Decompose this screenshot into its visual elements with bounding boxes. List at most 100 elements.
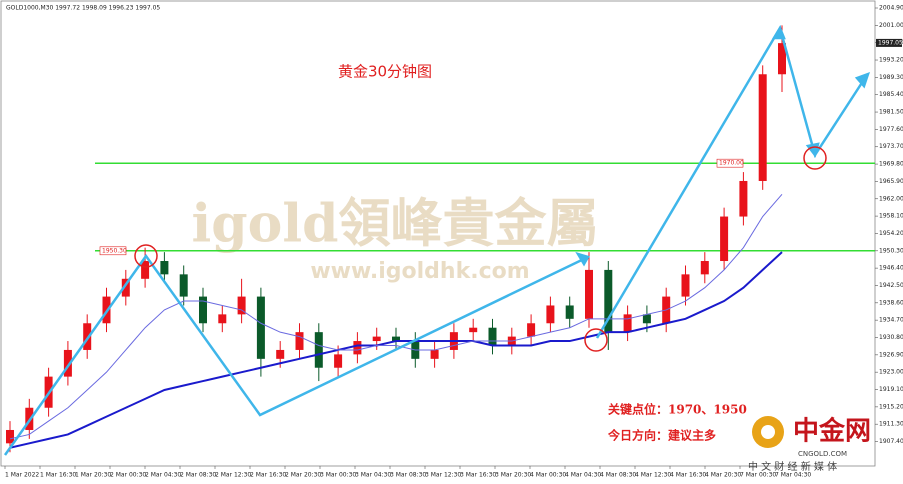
watermark-url: www.igoldhk.com bbox=[310, 259, 529, 284]
candle-body bbox=[623, 314, 632, 333]
candle-body bbox=[218, 314, 227, 324]
y-tick-label: 1946.40 bbox=[879, 265, 903, 272]
x-tick-label: 4 Mar 12:30 bbox=[635, 472, 671, 479]
candle-body bbox=[642, 314, 651, 324]
y-tick-label: 1977.60 bbox=[879, 126, 903, 133]
last-price-label: 1997.05 bbox=[878, 39, 903, 46]
candle-body bbox=[295, 332, 304, 350]
y-tick-label: 1985.40 bbox=[879, 91, 903, 98]
candle-body bbox=[160, 261, 169, 275]
x-tick-label: 3 Mar 12:30 bbox=[425, 472, 461, 479]
arrow-head bbox=[575, 251, 590, 267]
candle-body bbox=[604, 269, 613, 333]
x-tick-label: 4 Mar 20:30 bbox=[705, 472, 741, 479]
x-tick-label: 2 Mar 04:30 bbox=[145, 472, 181, 479]
trend-line bbox=[3, 253, 589, 456]
y-tick-label: 1954.20 bbox=[879, 230, 903, 237]
candle-body bbox=[314, 332, 323, 368]
y-tick-label: 1989.30 bbox=[879, 74, 903, 81]
trend-line bbox=[595, 24, 867, 339]
level-tag bbox=[99, 246, 127, 256]
y-tick-label: 1926.90 bbox=[879, 351, 903, 358]
x-tick-label: 3 Mar 16:30 bbox=[460, 472, 496, 479]
x-tick-label: 2 Mar 20:30 bbox=[285, 472, 321, 479]
candle-body bbox=[430, 349, 439, 359]
annotation: 今日方向：建议主多 bbox=[607, 428, 716, 443]
y-tick-label: 1938.60 bbox=[879, 299, 903, 306]
chart-title: 黄金30分钟图 bbox=[338, 63, 432, 81]
logo-slogan: 中 文 财 经 新 媒 体 bbox=[748, 460, 837, 473]
candle-body bbox=[585, 269, 593, 319]
arrow-head bbox=[771, 25, 786, 40]
candle-body bbox=[392, 336, 400, 342]
logo-name: 中金网 bbox=[793, 416, 871, 447]
x-tick-label: 2 Mar 08:30 bbox=[180, 472, 216, 479]
y-tick-label: 1915.20 bbox=[879, 403, 903, 410]
y-tick-label: 2001.00 bbox=[879, 22, 903, 29]
x-tick-label: 4 Mar 00:30 bbox=[530, 472, 566, 479]
candle-body bbox=[527, 323, 536, 337]
x-tick-label: 2 Mar 00:30 bbox=[110, 472, 146, 479]
y-tick-label: 1981.50 bbox=[879, 109, 903, 116]
y-tick-label: 1934.70 bbox=[879, 317, 903, 324]
y-tick-label: 1923.00 bbox=[879, 369, 903, 376]
x-tick-label: 1 Mar 2022 bbox=[5, 472, 39, 479]
last-price-tag bbox=[876, 38, 902, 47]
y-tick-label: 1993.20 bbox=[879, 57, 903, 64]
candle-body bbox=[720, 216, 729, 262]
y-tick-label: 1962.00 bbox=[879, 195, 903, 202]
candle-body bbox=[565, 305, 574, 319]
moving-average bbox=[9, 193, 783, 440]
y-tick-label: 1973.70 bbox=[879, 143, 903, 150]
candle-body bbox=[83, 323, 92, 350]
y-tick-label: 1919.10 bbox=[879, 386, 903, 393]
circle bbox=[134, 244, 158, 268]
candle-body bbox=[141, 261, 150, 279]
y-tick-label: 1958.10 bbox=[879, 213, 903, 220]
candle-body bbox=[121, 278, 130, 297]
logo-icon-inner bbox=[761, 425, 775, 439]
y-tick-label: 1942.50 bbox=[879, 282, 903, 289]
watermark: igold領峰貴金屬 www.igoldhk.com bbox=[192, 194, 599, 285]
candle-body bbox=[681, 274, 690, 297]
y-tick-label: 2004.90 bbox=[879, 5, 903, 12]
candle-body bbox=[372, 336, 381, 342]
x-tick-label: 7 Mar 04:30 bbox=[775, 472, 811, 479]
y-tick-label: 1950.30 bbox=[879, 247, 903, 254]
candle-body bbox=[334, 354, 343, 368]
candle-body bbox=[256, 296, 265, 359]
candle-body bbox=[353, 341, 362, 355]
arrow-head bbox=[854, 71, 871, 89]
watermark-brand: igold領峰貴金屬 bbox=[192, 194, 599, 255]
x-tick-label: 2 Mar 16:30 bbox=[250, 472, 286, 479]
x-tick-label: 2 Mar 12:30 bbox=[215, 472, 251, 479]
analysis-arrows bbox=[3, 24, 871, 456]
candle-body bbox=[758, 74, 767, 181]
candle-body bbox=[469, 327, 478, 333]
annotation: 关键点位：1970、1950 bbox=[608, 402, 747, 417]
y-tick-label: 1907.40 bbox=[879, 438, 903, 445]
plot: 1970.00 1950.30 bbox=[6, 25, 875, 453]
candle-body bbox=[700, 261, 709, 275]
moving-average bbox=[9, 251, 783, 449]
candle-body bbox=[778, 43, 786, 75]
x-tick-label: 3 Mar 20:30 bbox=[495, 472, 531, 479]
candle-body bbox=[739, 180, 748, 217]
candle-body bbox=[199, 296, 207, 324]
y-tick-label: 1969.80 bbox=[879, 161, 903, 168]
logo-domain: CNGOLD.COM bbox=[798, 450, 847, 458]
level-tag-label: 1970.00 bbox=[719, 160, 744, 167]
logo: 中金网 CNGOLD.COM 中 文 财 经 新 媒 体 bbox=[748, 416, 871, 474]
candle-body bbox=[276, 349, 285, 359]
highlight-circles bbox=[134, 146, 827, 352]
circle bbox=[584, 328, 608, 352]
x-tick-label: 4 Mar 16:30 bbox=[670, 472, 706, 479]
candle-body bbox=[488, 327, 497, 346]
x-tick-label: 3 Mar 00:30 bbox=[320, 472, 356, 479]
level-tag-label: 1950.30 bbox=[102, 247, 127, 254]
x-tick-label: 3 Mar 08:30 bbox=[390, 472, 426, 479]
y-tick-label: 1911.30 bbox=[879, 421, 903, 428]
x-tick-label: 7 Mar 00:30 bbox=[740, 472, 776, 479]
